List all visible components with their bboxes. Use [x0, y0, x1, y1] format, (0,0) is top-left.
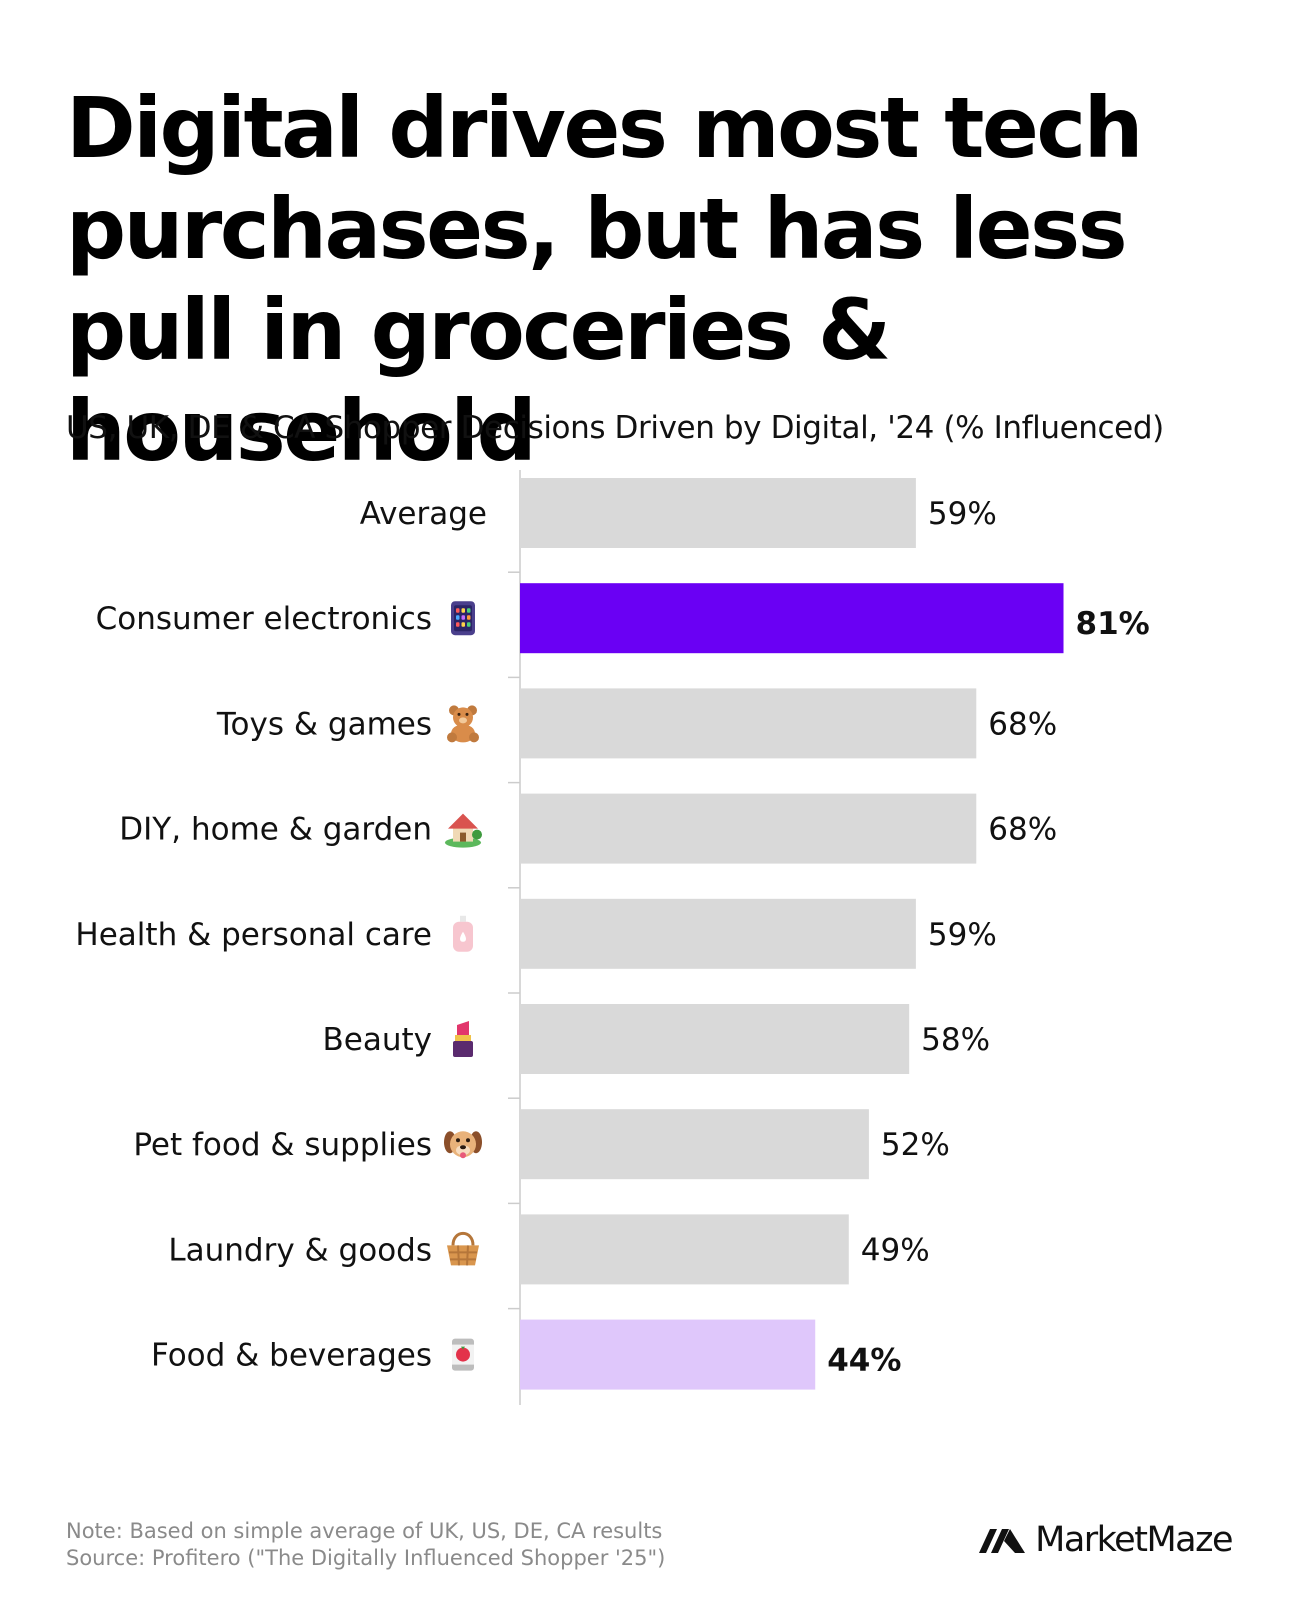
value-label: 81% — [1076, 606, 1150, 642]
brand-name: MarketMaze — [1035, 1520, 1233, 1560]
bar — [520, 1319, 816, 1390]
value-label: 68% — [988, 812, 1057, 848]
brand-logo: MarketMaze — [977, 1520, 1233, 1560]
teddy-bear-icon — [447, 705, 479, 743]
value-label: 52% — [881, 1127, 950, 1163]
category-label: Laundry & goods — [168, 1232, 432, 1268]
category-label: Average — [360, 496, 487, 532]
tablet-icon — [451, 601, 475, 636]
source-text: Source: Profitero ("The Digitally Influe… — [66, 1546, 666, 1570]
bar — [520, 898, 916, 969]
footnote: Note: Based on simple average of UK, US,… — [66, 1518, 665, 1572]
note-text: Note: Based on simple average of UK, US,… — [66, 1519, 663, 1543]
bar — [520, 583, 1064, 654]
category-label: Consumer electronics — [96, 601, 432, 637]
value-label: 49% — [861, 1232, 930, 1268]
category-label: Pet food & supplies — [133, 1127, 432, 1163]
value-label: 68% — [988, 706, 1057, 742]
chart-subtitle: US, UK, DE & CA Shopper Decisions Driven… — [66, 410, 1164, 446]
category-label: Toys & games — [216, 706, 432, 742]
bar — [520, 1004, 910, 1074]
lipstick-icon — [453, 1021, 473, 1057]
house-garden-icon — [445, 813, 482, 848]
value-label: 44% — [827, 1343, 901, 1379]
value-label: 58% — [921, 1022, 990, 1058]
value-label: 59% — [928, 917, 997, 953]
value-label: 59% — [928, 496, 997, 532]
bar — [520, 688, 977, 759]
bar-chart: Average 59% Consumer electronics 81% Toys & … — [75, 470, 1150, 1405]
bar — [520, 1109, 869, 1180]
marketmaze-logo-icon — [979, 1529, 1026, 1553]
category-label: DIY, home & garden — [119, 812, 432, 848]
bar — [520, 478, 916, 548]
dog-face-icon — [444, 1131, 482, 1159]
basket-icon — [447, 1231, 479, 1266]
category-label: Food & beverages — [151, 1338, 432, 1374]
category-label: Beauty — [323, 1022, 432, 1058]
bar — [520, 793, 977, 864]
lotion-bottle-icon — [453, 915, 473, 952]
chart-title: Digital drives most tech purchases, but … — [66, 79, 1143, 480]
category-label: Health & personal care — [75, 917, 432, 953]
bar — [520, 1214, 849, 1285]
canned-food-icon — [452, 1338, 474, 1371]
